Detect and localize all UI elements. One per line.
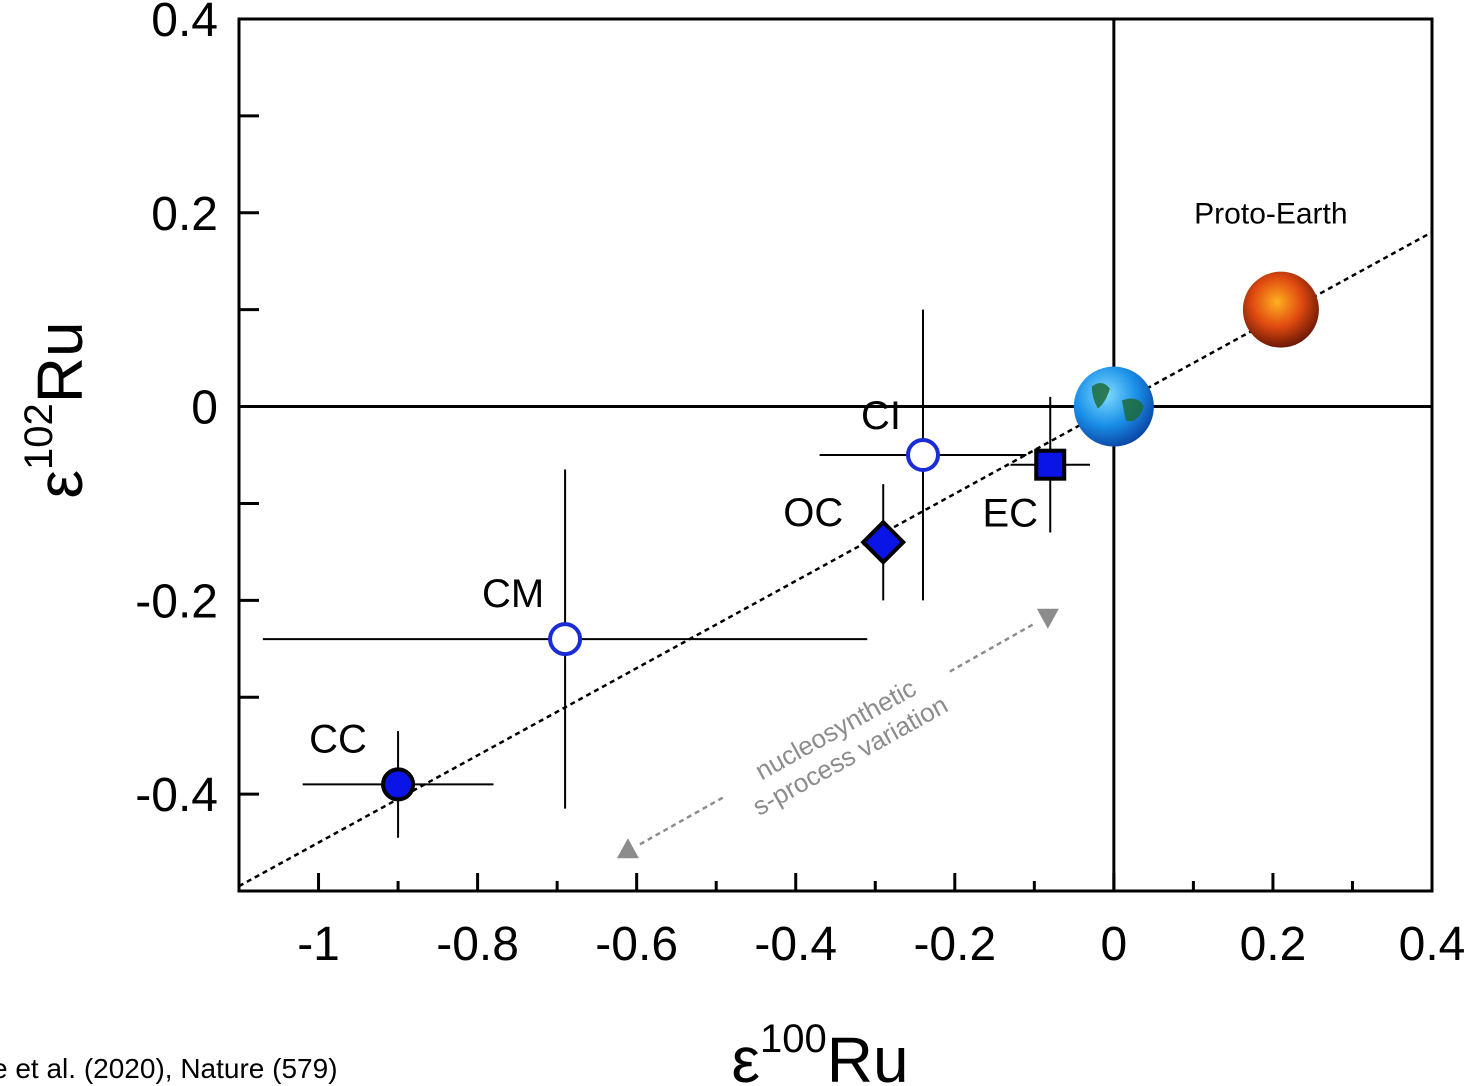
point-marker [860, 519, 907, 566]
x-axis-label: ε100Ru [731, 1017, 908, 1086]
y-label-main: Ru [24, 321, 96, 403]
x-tick-label: -0.4 [754, 918, 837, 971]
y-axis-label: ε102Ru [17, 321, 96, 498]
point-label: Proto-Earth [1194, 198, 1347, 231]
y-label-sup: 102 [17, 403, 61, 470]
annotation-arrow [949, 621, 1037, 673]
x-tick-label: -0.8 [436, 918, 519, 971]
x-tick-label: -0.6 [595, 918, 678, 971]
x-tick-label: 0.2 [1240, 918, 1307, 971]
y-tick-label: -0.4 [135, 769, 218, 822]
earth-land [1091, 383, 1144, 422]
point-label: CM [482, 572, 544, 616]
x-label-symbol: ε [731, 1024, 760, 1086]
annotation-arrow [639, 796, 724, 846]
point-label: OC [783, 491, 843, 535]
y-tick-label: -0.2 [135, 575, 218, 628]
source-note: e et al. (2020), Nature (579) [0, 1053, 338, 1084]
point-label: CI [861, 394, 901, 438]
point-label: CC [309, 717, 367, 761]
x-tick-label: 0.4 [1399, 918, 1466, 971]
x-label-sup: 100 [760, 1017, 827, 1061]
plot-frame [237, 17, 1434, 893]
point-marker [381, 767, 416, 802]
y-tick-label: 0.4 [151, 0, 218, 47]
point-marker [548, 622, 583, 657]
y-tick-label: 0.2 [151, 188, 218, 241]
x-tick-label: -0.2 [913, 918, 996, 971]
x-tick-label: 0 [1101, 918, 1128, 971]
point-marker [905, 438, 940, 472]
x-label-main: Ru [827, 1024, 909, 1086]
arrow-head [616, 838, 639, 859]
reference-line [238, 231, 1433, 888]
point-label: EC [982, 492, 1038, 536]
planet-marker [1242, 271, 1319, 348]
x-tick-label: -1 [297, 918, 340, 971]
arrow-head [1036, 608, 1059, 629]
point-marker [1034, 448, 1067, 481]
y-tick-label: 0 [191, 382, 218, 435]
y-label-symbol: ε [24, 470, 96, 499]
